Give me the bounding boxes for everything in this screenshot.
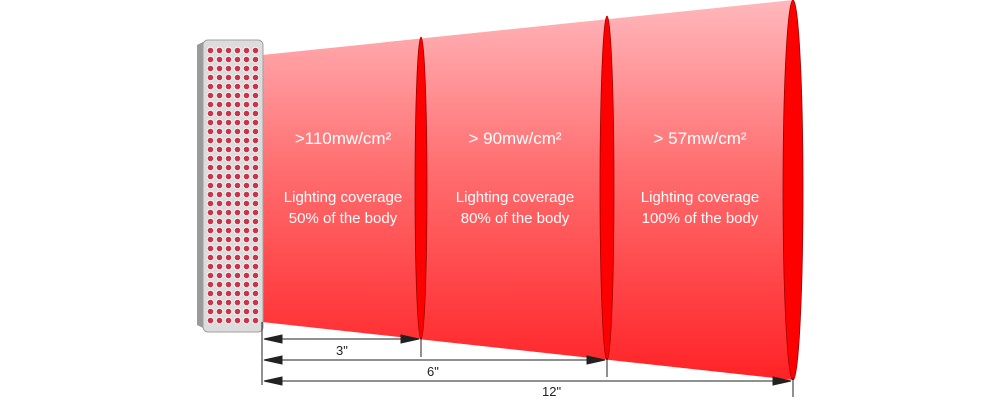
zone-3-irradiance: > 57mw/cm²	[653, 129, 747, 148]
zone-3-coverage-label: Lighting coverage	[640, 189, 760, 206]
zone-1-irradiance: >110mw/cm²	[294, 129, 392, 148]
distance-ring-12in	[782, 0, 804, 381]
zone-1-coverage-label: Lighting coverage	[283, 189, 403, 206]
zone-3-coverage-value: 100% of the body	[641, 210, 759, 227]
distance-label-12in: 12"	[542, 384, 562, 399]
led-panel	[197, 39, 264, 333]
dimension-lines	[261, 322, 794, 397]
distance-label-6in: 6"	[427, 364, 439, 379]
distance-label-3in: 3"	[336, 343, 348, 358]
distance-ring-6in	[599, 15, 615, 361]
zone-2-text: > 90mw/cm² Lighting coverage 80% of the …	[440, 128, 590, 229]
zone-3-text: > 57mw/cm² Lighting coverage 100% of the…	[625, 128, 775, 229]
light-beam	[262, 0, 793, 380]
zone-2-coverage-label: Lighting coverage	[455, 189, 575, 206]
zone-1-text: >110mw/cm² Lighting coverage 50% of the …	[268, 128, 418, 229]
zone-2-coverage-value: 80% of the body	[460, 210, 570, 227]
zone-2-irradiance: > 90mw/cm²	[468, 129, 562, 148]
zone-1-coverage-value: 50% of the body	[288, 210, 398, 227]
